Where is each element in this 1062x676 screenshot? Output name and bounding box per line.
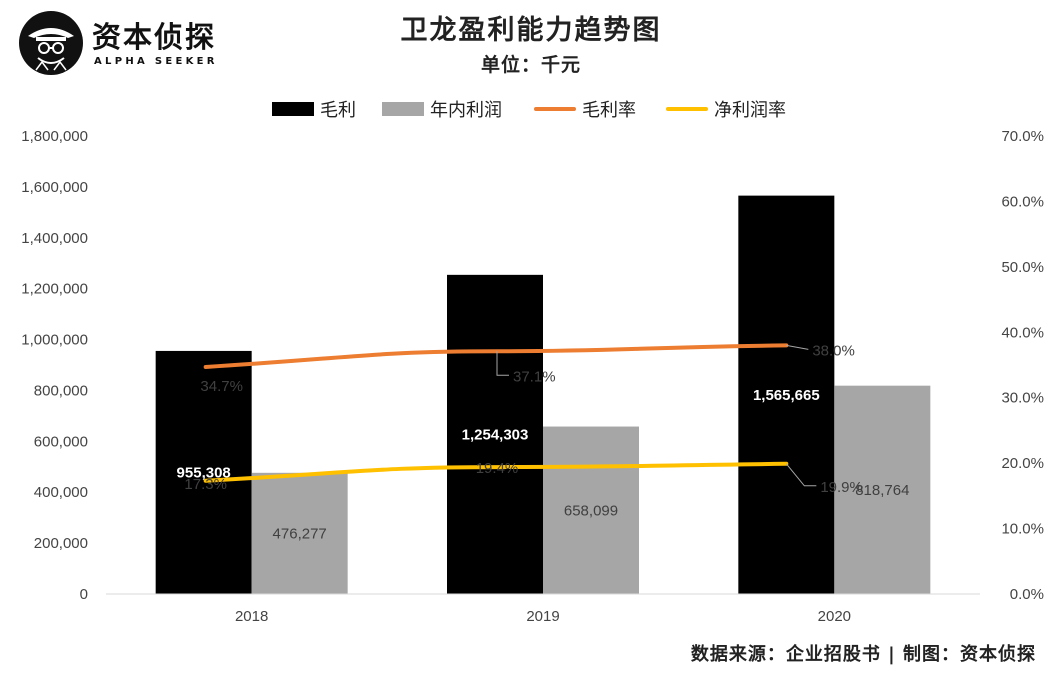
left-axis-tick-label: 1,800,000 — [21, 128, 88, 145]
data-label-net-profit: 818,764 — [855, 482, 909, 499]
legend-label-net-margin: 净利润率 — [714, 100, 786, 121]
source-note: 数据来源：企业招股书 | 制图：资本侦探 — [690, 644, 1036, 665]
data-label-net-margin: 19.9% — [820, 479, 863, 496]
bar-net-profit — [834, 385, 931, 594]
legend-label-gross-margin: 毛利率 — [582, 100, 636, 121]
left-axis-tick-label: 600,000 — [34, 433, 88, 450]
data-label-gross-profit: 955,308 — [177, 464, 231, 481]
bar-net-profit — [543, 426, 639, 594]
detective-logo-icon — [19, 11, 83, 75]
line-net-margin — [203, 461, 789, 483]
leader-line-gross-margin — [786, 344, 809, 350]
data-label-gross-margin: 38.0% — [812, 342, 855, 359]
brand-name: 资本侦探 — [92, 20, 217, 54]
bar-net-profit — [251, 472, 348, 594]
data-label-gross-margin: 34.7% — [200, 378, 243, 395]
data-label-net-profit: 476,277 — [273, 525, 327, 542]
legend-swatch-gross-profit — [272, 102, 314, 116]
bar-gross-profit — [447, 274, 543, 594]
data-label-net-profit: 658,099 — [564, 502, 618, 519]
legend-swatch-gross-margin — [534, 107, 576, 111]
leader-line-gross-margin — [496, 351, 509, 376]
left-axis-tick-label: 1,600,000 — [21, 179, 88, 196]
legend-item-net-margin: 净利润率 — [666, 96, 786, 122]
data-label-gross-profit: 1,254,303 — [462, 426, 529, 443]
x-axis-tick-label: 2019 — [526, 608, 559, 625]
data-label-gross-margin: 37.1% — [513, 368, 556, 385]
bar-gross-profit — [738, 195, 835, 594]
data-label-net-margin: 17.3% — [184, 476, 227, 493]
left-axis-tick-label: 1,000,000 — [21, 332, 88, 349]
x-axis-tick-label: 2020 — [818, 608, 851, 625]
chart-title: 卫龙盈利能力趋势图 — [400, 15, 662, 46]
chart-legend: 毛利 年内利润 毛利率 净利润率 — [0, 96, 1062, 122]
legend-item-gross-profit: 毛利 — [272, 96, 356, 122]
legend-label-net-profit: 年内利润 — [430, 100, 502, 121]
legend-swatch-net-margin — [666, 107, 708, 111]
left-axis-tick-label: 200,000 — [34, 535, 88, 552]
right-axis-tick-label: 60.0% — [1001, 193, 1044, 210]
left-axis-tick-label: 0 — [80, 586, 88, 603]
legend-label-gross-profit: 毛利 — [320, 100, 356, 121]
chart-unit: 单位：千元 — [480, 54, 581, 76]
right-axis-tick-label: 70.0% — [1001, 128, 1044, 145]
legend-item-gross-margin: 毛利率 — [534, 96, 636, 122]
right-axis-tick-label: 10.0% — [1001, 521, 1044, 538]
brand-logo: 资本侦探 ALPHA SEEKER — [18, 10, 248, 76]
legend-item-net-profit: 年内利润 — [382, 96, 502, 122]
left-axis-tick-label: 400,000 — [34, 484, 88, 501]
x-axis-tick-label: 2018 — [235, 608, 268, 625]
data-label-gross-profit: 1,565,665 — [753, 387, 820, 404]
leader-line-net-margin — [785, 463, 817, 487]
right-axis-tick-label: 50.0% — [1001, 259, 1044, 276]
left-axis-tick-label: 800,000 — [34, 382, 88, 399]
brand-subtitle: ALPHA SEEKER — [94, 56, 218, 67]
right-axis-tick-label: 20.0% — [1001, 455, 1044, 472]
left-axis-tick-label: 1,200,000 — [21, 281, 88, 298]
bar-gross-profit — [155, 350, 252, 594]
right-axis-tick-label: 30.0% — [1001, 390, 1044, 407]
data-label-net-margin: 19.4% — [476, 460, 519, 477]
right-axis-tick-label: 40.0% — [1001, 324, 1044, 341]
right-axis-tick-label: 0.0% — [1010, 586, 1044, 603]
legend-swatch-net-profit — [382, 102, 424, 116]
left-axis-tick-label: 1,400,000 — [21, 230, 88, 247]
